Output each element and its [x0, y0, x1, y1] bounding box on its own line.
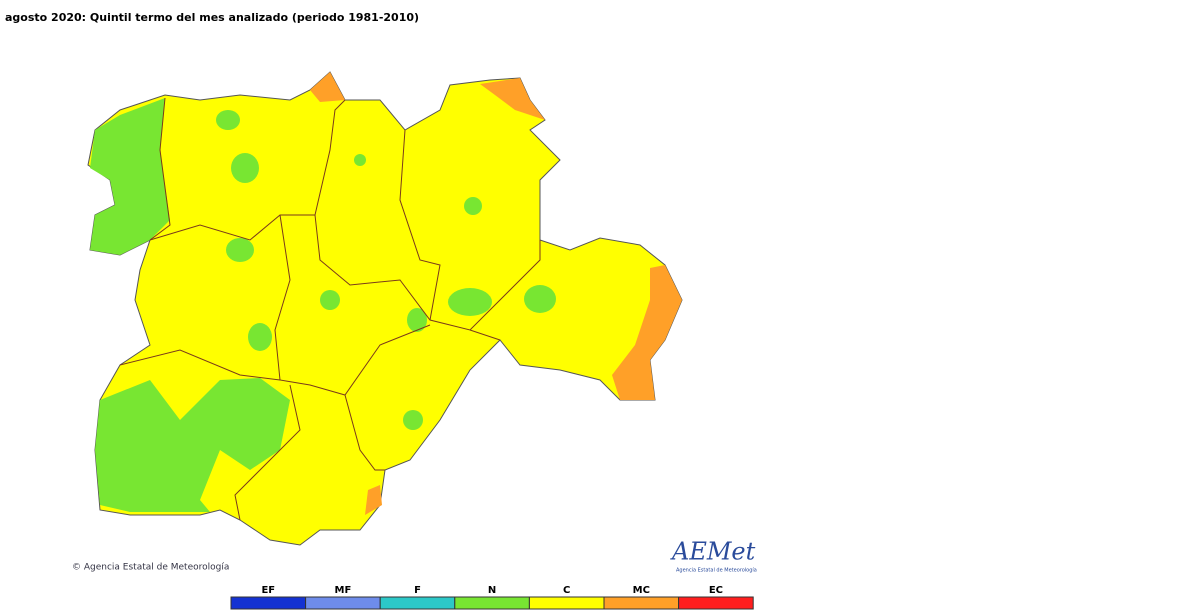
province-borders: [119, 97, 541, 521]
legend: EF MF F N C MC EC: [230, 585, 754, 610]
legend-swatch: [454, 596, 530, 610]
copyright: © Agencia Estatal de Meteorología: [72, 563, 229, 573]
logo: AEMet: [670, 538, 756, 566]
legend-label: N: [488, 585, 496, 596]
logo-subtitle: Agencia Estatal de Meteorología: [676, 567, 757, 574]
legend-swatch: [230, 596, 307, 610]
normal-areas: [90, 98, 556, 512]
legend-swatch: [528, 596, 605, 610]
legend-label: MF: [335, 585, 352, 596]
legend-swatch: [678, 596, 754, 610]
map: [87, 71, 683, 546]
legend-label: F: [414, 585, 421, 596]
legend-swatch: [305, 596, 381, 610]
warm-areas: [310, 72, 682, 515]
legend-label: EC: [709, 585, 723, 596]
legend-label: MC: [633, 585, 650, 596]
legend-swatch: [603, 596, 680, 610]
legend-label: C: [563, 585, 570, 596]
title: agosto 2020: Quintil termo del mes anali…: [5, 11, 419, 24]
legend-swatch: [379, 596, 456, 610]
legend-label: EF: [261, 585, 275, 596]
